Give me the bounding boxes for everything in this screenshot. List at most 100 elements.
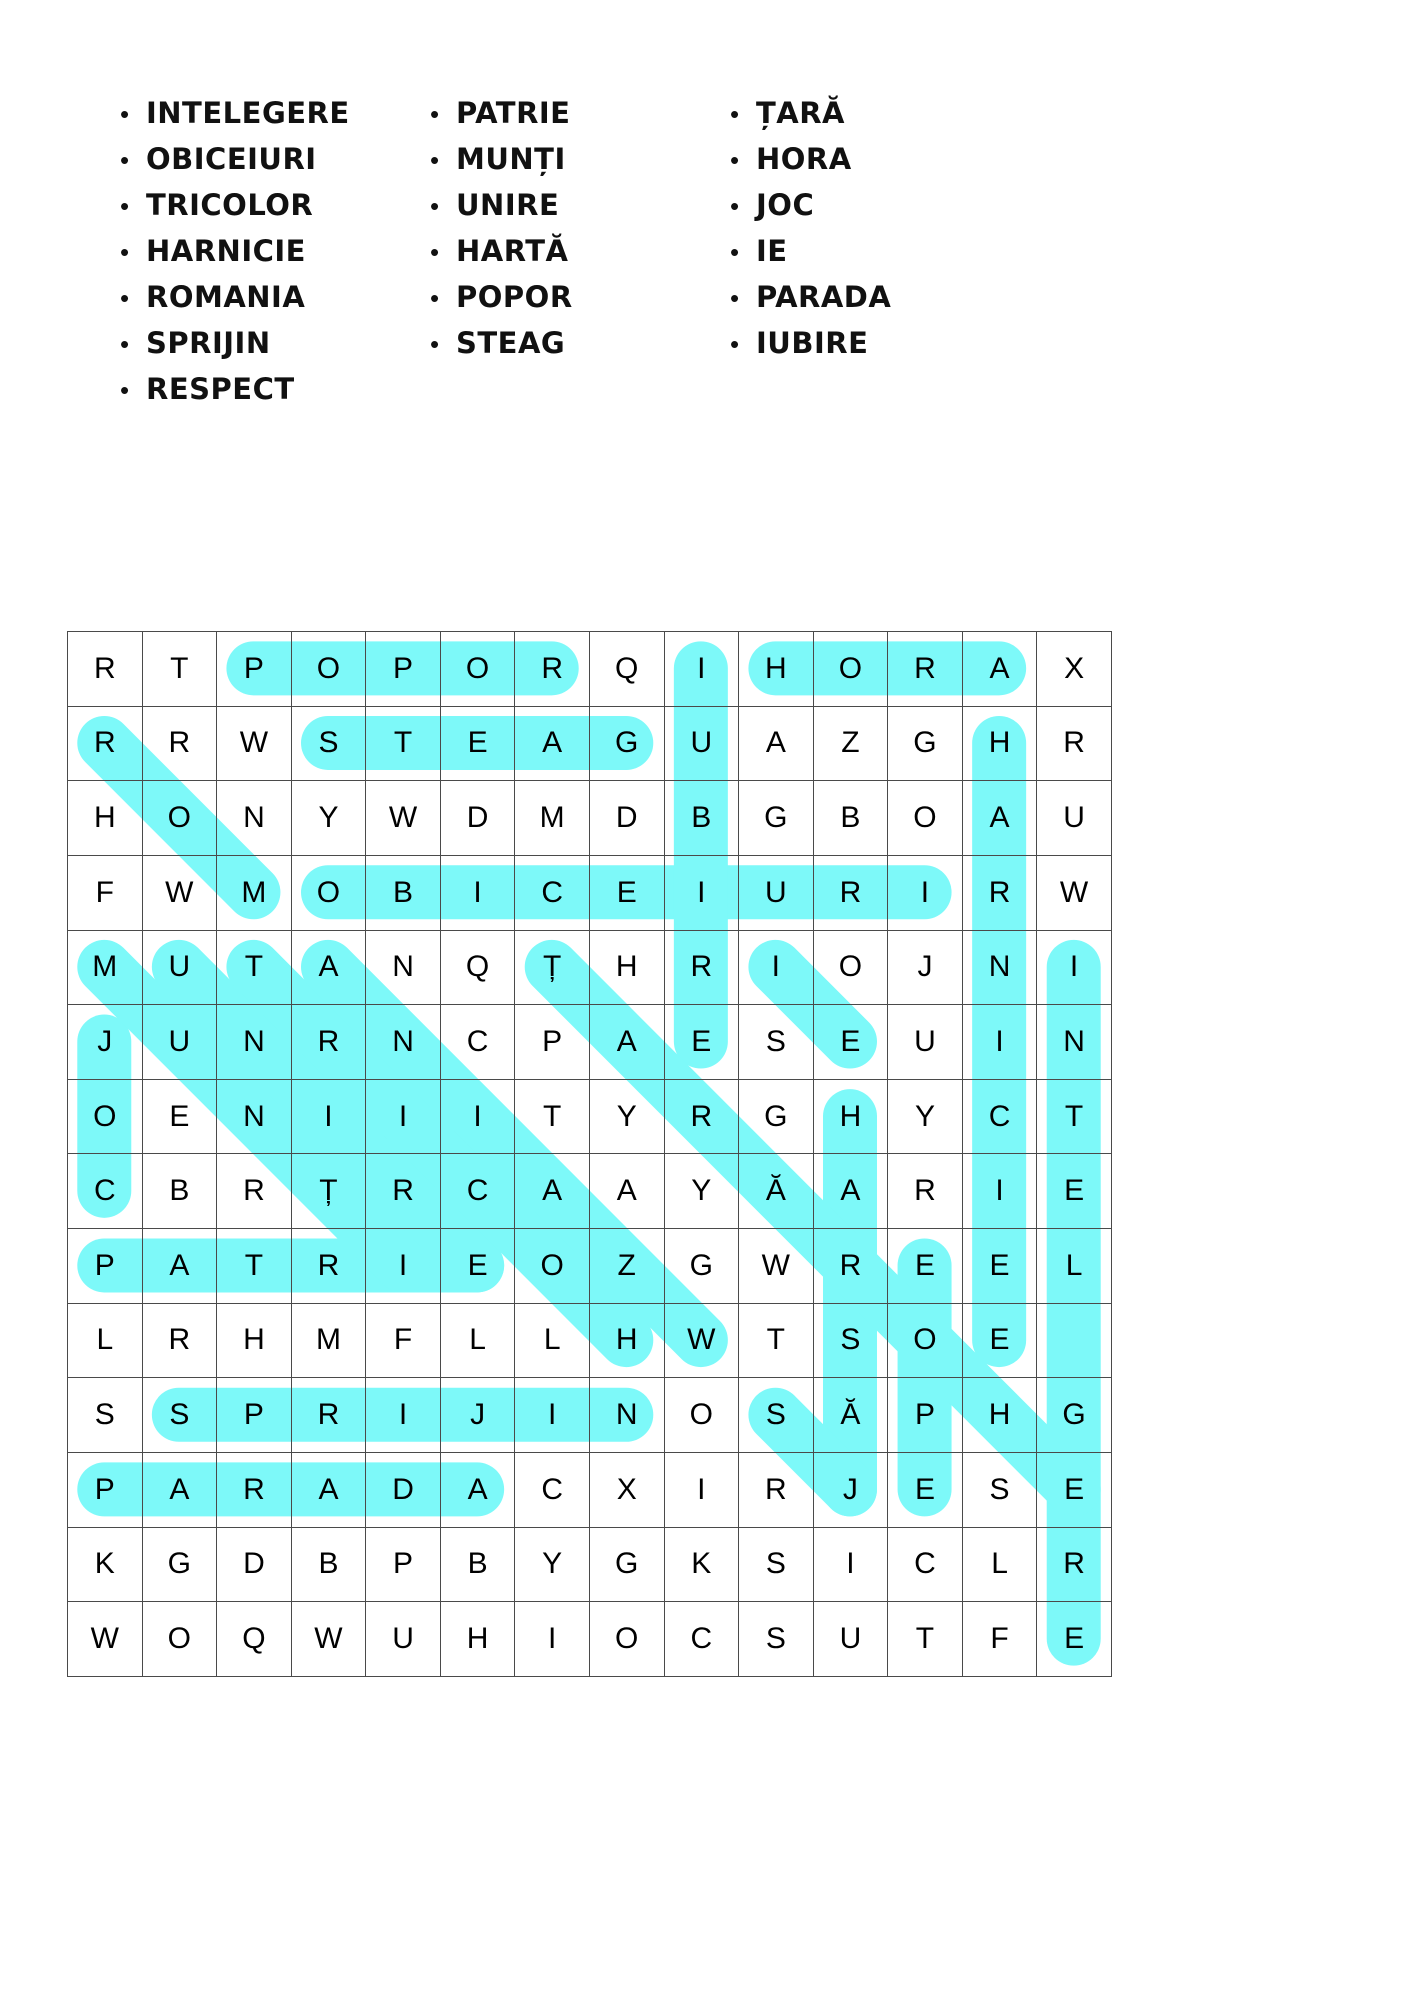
grid-cell[interactable]: R [290,1377,367,1453]
grid-cell[interactable]: P [216,631,292,707]
grid-cell[interactable]: Ț [514,929,590,1006]
grid-cell[interactable]: A [738,705,814,782]
list-item[interactable]: TRICOLOR [120,188,430,234]
grid-cell[interactable]: W [365,780,441,856]
grid-cell[interactable]: B [141,1153,218,1229]
grid-cell[interactable] [1036,1302,1112,1379]
grid-cell[interactable]: M [290,1302,367,1379]
grid-cell[interactable]: S [961,1451,1038,1528]
grid-cell[interactable]: Y [663,1153,740,1229]
grid-cell[interactable]: W [738,1228,814,1304]
grid-cell[interactable]: C [514,854,590,931]
grid-cell[interactable]: N [365,1004,441,1080]
grid-cell[interactable]: T [1036,1078,1112,1155]
grid-cell[interactable]: T [216,1228,292,1304]
grid-cell[interactable]: H [812,1078,889,1155]
grid-cell[interactable]: L [439,1302,516,1379]
grid-cell[interactable]: D [365,1451,441,1528]
grid-cell[interactable]: R [216,1153,292,1229]
grid-cell[interactable]: E [961,1302,1038,1379]
grid-cell[interactable]: O [887,1302,963,1379]
grid-cell[interactable]: G [1036,1377,1112,1453]
grid-cell[interactable]: M [514,780,590,856]
grid-cell[interactable]: R [1036,1526,1112,1603]
grid-cell[interactable]: K [663,1526,740,1603]
grid-cell[interactable]: P [67,1228,143,1304]
grid-cell[interactable]: C [961,1078,1038,1155]
grid-cell[interactable]: T [887,1601,963,1677]
grid-cell[interactable]: C [67,1153,143,1229]
grid-cell[interactable]: R [67,705,143,782]
grid-cell[interactable]: D [439,780,516,856]
list-item[interactable]: POPOR [430,280,730,326]
grid-cell[interactable]: Y [290,780,367,856]
grid-cell[interactable]: H [439,1601,516,1677]
grid-cell[interactable]: G [887,705,963,782]
grid-cell[interactable]: Ț [290,1153,367,1229]
grid-cell[interactable]: R [141,1302,218,1379]
grid-cell[interactable]: P [216,1377,292,1453]
grid-cell[interactable]: R [663,929,740,1006]
grid-cell[interactable]: B [365,854,441,931]
grid-cell[interactable]: R [1036,705,1112,782]
grid-cell[interactable]: E [439,705,516,782]
grid-cell[interactable]: Y [887,1078,963,1155]
grid-cell[interactable]: U [738,854,814,931]
grid-cell[interactable]: R [67,631,143,707]
grid-cell[interactable]: I [439,854,516,931]
grid-cell[interactable]: U [141,929,218,1006]
list-item[interactable]: RESPECT [120,372,430,418]
grid-cell[interactable]: I [738,929,814,1006]
grid-cell[interactable]: D [216,1526,292,1603]
grid-cell[interactable]: N [365,929,441,1006]
grid-cell[interactable]: T [141,631,218,707]
grid-cell[interactable]: I [663,854,740,931]
grid-cell[interactable]: U [141,1004,218,1080]
grid-cell[interactable]: S [812,1302,889,1379]
grid-cell[interactable]: T [738,1302,814,1379]
grid-cell[interactable]: G [738,780,814,856]
grid-cell[interactable]: E [1036,1153,1112,1229]
grid-cell[interactable]: A [588,1153,665,1229]
list-item[interactable]: ȚARĂ [730,96,1020,142]
grid-cell[interactable]: A [812,1153,889,1229]
grid-cell[interactable]: A [514,705,590,782]
grid-cell[interactable]: F [961,1601,1038,1677]
grid-cell[interactable]: U [365,1601,441,1677]
grid-cell[interactable]: P [365,631,441,707]
grid-cell[interactable]: P [67,1451,143,1528]
grid-cell[interactable]: I [514,1377,590,1453]
grid-cell[interactable]: I [1036,929,1112,1006]
grid-cell[interactable]: W [1036,854,1112,931]
grid-cell[interactable]: R [812,1228,889,1304]
grid-cell[interactable]: H [588,1302,665,1379]
grid-cell[interactable]: T [365,705,441,782]
grid-cell[interactable]: R [514,631,590,707]
grid-cell[interactable]: I [961,1153,1038,1229]
grid-cell[interactable]: H [961,705,1038,782]
grid-cell[interactable]: E [887,1228,963,1304]
grid-cell[interactable]: A [141,1451,218,1528]
grid-cell[interactable]: R [887,631,963,707]
grid-cell[interactable]: A [290,1451,367,1528]
grid-cell[interactable]: X [1036,631,1112,707]
grid-cell[interactable]: D [588,780,665,856]
grid-cell[interactable]: A [961,631,1038,707]
grid-cell[interactable]: J [887,929,963,1006]
grid-cell[interactable]: R [887,1153,963,1229]
list-item[interactable]: INTELEGERE [120,96,430,142]
grid-cell[interactable]: O [290,854,367,931]
grid-cell[interactable]: R [141,705,218,782]
grid-cell[interactable]: Y [514,1526,590,1603]
grid-cell[interactable]: S [738,1601,814,1677]
grid-cell[interactable]: I [365,1228,441,1304]
grid-cell[interactable]: L [67,1302,143,1379]
grid-cell[interactable]: U [663,705,740,782]
grid-cell[interactable]: N [1036,1004,1112,1080]
list-item[interactable]: HORA [730,142,1020,188]
grid-cell[interactable]: C [663,1601,740,1677]
grid-cell[interactable]: I [961,1004,1038,1080]
grid-cell[interactable]: N [961,929,1038,1006]
grid-cell[interactable]: A [290,929,367,1006]
